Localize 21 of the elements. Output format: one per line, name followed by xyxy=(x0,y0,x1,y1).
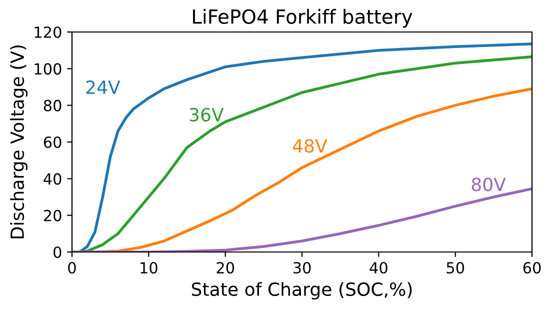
series-label: 36V xyxy=(190,108,224,122)
series-label: 24V xyxy=(86,80,120,94)
x-tick-label: 20 xyxy=(216,262,234,274)
series-label: 48V xyxy=(292,139,328,153)
x-tick-label: 0 xyxy=(68,262,76,274)
y-tick-label: 100 xyxy=(34,63,62,75)
y-tick-label: 20 xyxy=(44,210,62,222)
x-tick-label: 60 xyxy=(523,262,541,274)
series-label: 80V xyxy=(472,178,506,192)
x-tick-label: 30 xyxy=(293,262,311,274)
x-tick-label: 40 xyxy=(370,262,388,274)
x-axis-title: State of Charge (SOC,%) xyxy=(192,282,412,300)
x-tick-label: 50 xyxy=(446,262,464,274)
x-tick-label: 10 xyxy=(140,262,158,274)
y-tick-label: 60 xyxy=(44,136,62,148)
y-tick-label: 80 xyxy=(44,100,62,112)
y-tick-label: 0 xyxy=(54,246,62,258)
y-tick-label: 120 xyxy=(34,26,62,38)
chart-title: LiFePO4 Forkiff battery xyxy=(193,8,412,28)
y-tick-label: 40 xyxy=(44,173,62,185)
y-axis-title: Discharge Voltage (V) xyxy=(10,46,28,238)
